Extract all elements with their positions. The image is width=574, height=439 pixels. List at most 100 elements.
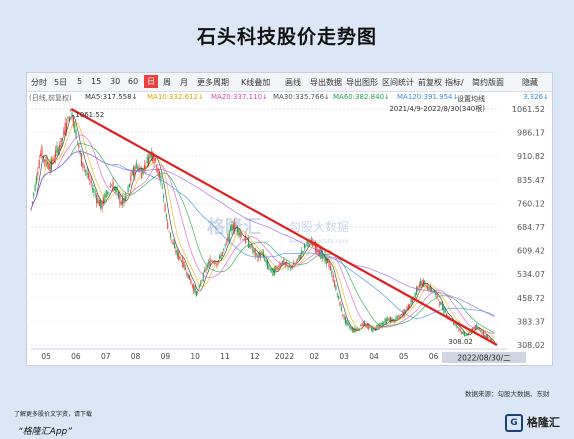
candle-body <box>46 162 48 166</box>
candle-body <box>112 181 114 192</box>
ma60-label: MA60:382.840↓ <box>333 93 390 101</box>
candle-body <box>388 318 390 320</box>
candle-body <box>74 121 76 133</box>
ma120-label: MA120:391.954↓ <box>397 93 459 101</box>
candle-body <box>261 251 263 255</box>
candle-body <box>186 272 188 275</box>
more-periods-button[interactable]: 更多周期 <box>197 78 229 87</box>
candle-body <box>199 282 202 286</box>
candle-body <box>102 197 105 205</box>
candle-body <box>395 316 397 321</box>
candle-body <box>165 214 167 218</box>
candle-body <box>284 263 286 265</box>
tab-15min[interactable]: 15 <box>91 77 102 86</box>
candle-body <box>431 287 433 292</box>
candle-body <box>340 306 342 312</box>
candle-body <box>38 160 40 169</box>
adjust-mode-button[interactable]: 前复权 <box>418 78 442 87</box>
candle-body <box>481 332 483 335</box>
range-stats-button[interactable]: 区间统计 <box>382 78 414 87</box>
candle-body <box>55 150 57 159</box>
candle-body <box>120 201 122 206</box>
candle-body <box>355 328 357 330</box>
candle-body <box>101 201 103 209</box>
candle-body <box>65 122 68 132</box>
candle-body <box>45 157 47 167</box>
candle-body <box>41 146 43 159</box>
ma20-label: MA20:337.110↓ <box>211 93 268 101</box>
candle-body <box>306 238 308 245</box>
candle-body <box>167 222 169 230</box>
settings-ma-link[interactable]: 设置均线 <box>457 95 485 103</box>
candle-body <box>318 250 321 257</box>
candle-body <box>413 296 415 298</box>
tab-60min[interactable]: 60 <box>128 77 139 86</box>
candle-body <box>98 200 100 207</box>
x-tick-label: 12 <box>250 352 260 361</box>
candle-body <box>100 199 102 209</box>
ma10-label: MA10:332.612↓ <box>147 93 204 101</box>
candle-body <box>160 175 162 183</box>
ma30-line <box>30 142 495 334</box>
candle-body <box>134 166 136 176</box>
download-hint: 了解更多股价文字资，请下载 <box>14 411 93 418</box>
candle-body <box>365 324 367 327</box>
candle-body <box>316 244 318 252</box>
candle-body <box>398 316 400 318</box>
candle-body <box>290 266 292 269</box>
candle-body <box>33 193 35 196</box>
ma120-line <box>30 151 495 317</box>
tab-daily[interactable]: 日 <box>144 75 158 88</box>
hide-button[interactable]: 隐藏 <box>522 78 538 87</box>
draw-line-button[interactable]: 画线 <box>285 78 301 87</box>
kline-overlay-button[interactable]: K线叠加 <box>241 78 271 87</box>
tab-weekly[interactable]: 周 <box>163 78 171 87</box>
candle-body <box>353 329 355 333</box>
candle-body <box>179 256 181 260</box>
candle-body <box>432 290 434 292</box>
candle-body <box>444 310 446 313</box>
x-tick-label: 09 <box>161 352 171 361</box>
candle-body <box>325 256 327 265</box>
candle-body <box>42 155 44 159</box>
candle-body <box>425 285 427 288</box>
candle-body <box>131 171 133 176</box>
candle-body <box>37 171 39 176</box>
tab-5day[interactable]: 5日 <box>54 78 68 87</box>
y-tick-label: 308.02 <box>517 341 545 350</box>
tab-5min[interactable]: 5 <box>77 77 83 86</box>
tab-30min[interactable]: 30 <box>110 77 121 86</box>
simple-layout-button[interactable]: 简约版面 <box>472 78 504 87</box>
indicator-button[interactable]: 指标/ <box>445 78 464 87</box>
candle-body <box>87 173 89 178</box>
candle-body <box>266 261 269 269</box>
export-data-button[interactable]: 导出数据 <box>310 78 342 87</box>
candle-body <box>44 159 46 162</box>
date-tag: 2022/08/30/二 <box>457 354 511 363</box>
candle-body <box>390 317 392 323</box>
candle-body <box>368 324 370 329</box>
candle-body <box>230 226 232 232</box>
export-image-button[interactable]: 导出图形 <box>346 78 378 87</box>
candle-body <box>332 275 334 282</box>
tab-intraday[interactable]: 分时 <box>31 78 47 87</box>
y-tick-label: 760.12 <box>517 199 545 208</box>
candle-body <box>123 198 125 204</box>
candle-body <box>485 335 487 338</box>
candle-body <box>424 280 426 285</box>
candle-body <box>187 273 189 279</box>
candle-body <box>280 263 282 266</box>
candle-body <box>480 330 482 333</box>
candle-body <box>198 284 200 289</box>
candle-body <box>96 195 98 203</box>
candle-body <box>271 268 273 270</box>
candle-body <box>469 330 471 333</box>
x-tick-label: 08 <box>131 352 141 361</box>
tab-monthly[interactable]: 月 <box>180 78 188 87</box>
candle-body <box>465 334 467 336</box>
candle-body <box>201 280 203 282</box>
logo-g-icon: G <box>505 414 523 432</box>
candle-body <box>75 131 77 139</box>
candle-body <box>240 235 243 237</box>
candle-body <box>459 329 461 331</box>
